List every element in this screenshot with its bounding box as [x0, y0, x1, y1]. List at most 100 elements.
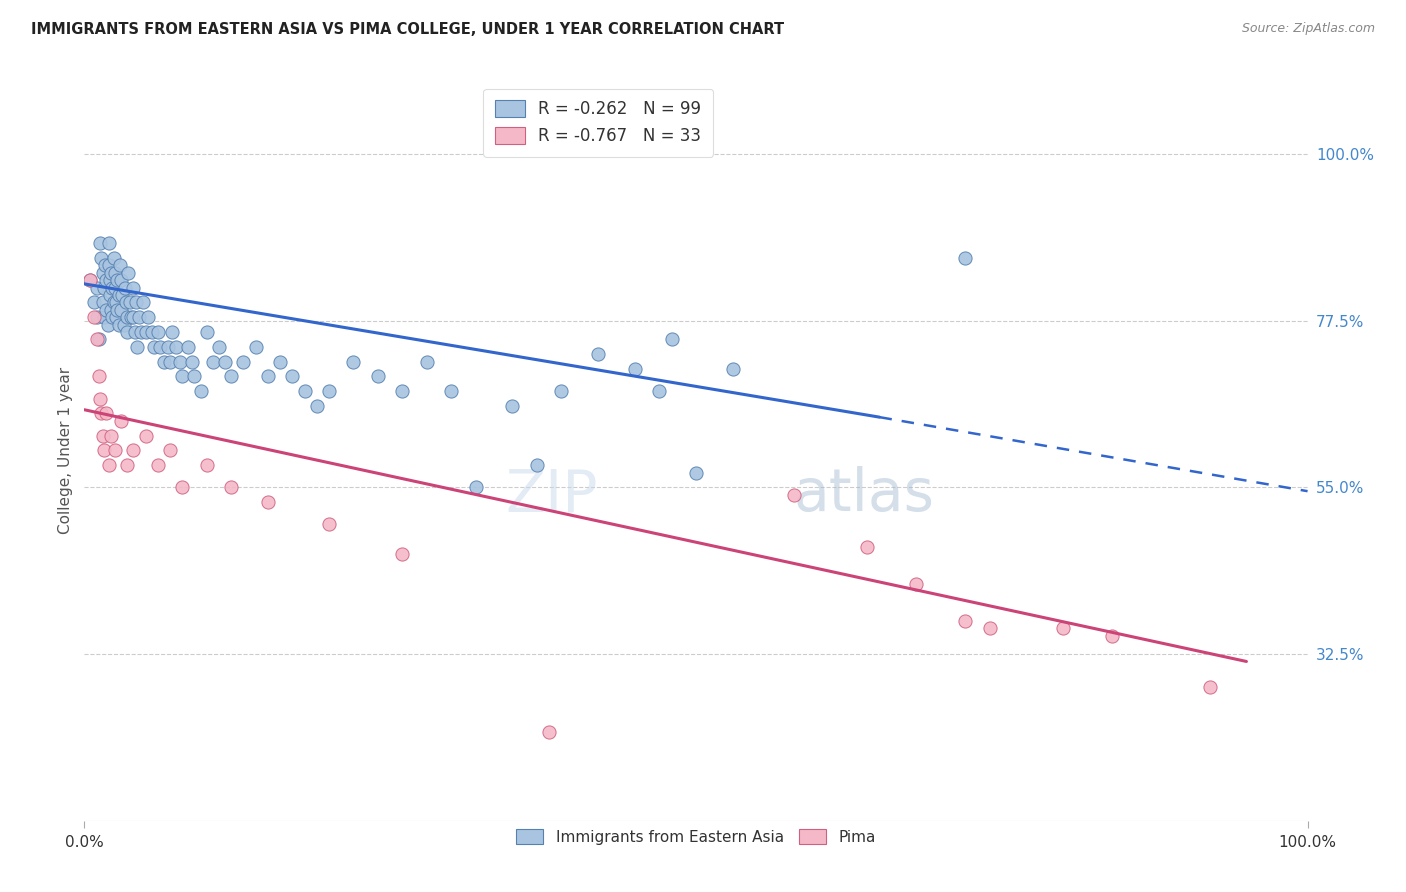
- Point: [165, 340, 187, 354]
- Point: [132, 295, 155, 310]
- Point: [83, 310, 105, 325]
- Point: [146, 325, 169, 339]
- Point: [105, 302, 128, 317]
- Point: [391, 547, 413, 561]
- Point: [105, 295, 128, 310]
- Point: [87, 333, 110, 347]
- Point: [96, 407, 118, 421]
- Point: [979, 621, 1001, 635]
- Point: [110, 302, 132, 317]
- Point: [93, 310, 115, 325]
- Point: [219, 480, 242, 494]
- Point: [195, 325, 218, 339]
- Point: [169, 354, 191, 368]
- Point: [91, 266, 114, 280]
- Point: [107, 318, 129, 332]
- Point: [153, 354, 176, 368]
- Point: [136, 310, 159, 325]
- Point: [661, 333, 683, 347]
- Point: [105, 273, 128, 287]
- Point: [105, 310, 128, 325]
- Point: [208, 340, 231, 354]
- Point: [108, 259, 131, 273]
- Point: [232, 354, 254, 368]
- Point: [269, 354, 291, 368]
- Legend: R = -0.262   N = 99, R = -0.767   N = 33: R = -0.262 N = 99, R = -0.767 N = 33: [484, 88, 713, 157]
- Point: [96, 302, 118, 317]
- Point: [367, 369, 389, 384]
- Point: [97, 318, 120, 332]
- Point: [115, 310, 138, 325]
- Point: [94, 259, 117, 273]
- Point: [245, 340, 267, 354]
- Point: [159, 354, 181, 368]
- Point: [93, 280, 115, 294]
- Point: [721, 362, 744, 376]
- Point: [83, 295, 105, 310]
- Point: [122, 280, 145, 294]
- Point: [90, 407, 112, 421]
- Point: [685, 466, 707, 480]
- Point: [112, 318, 135, 332]
- Point: [125, 295, 148, 310]
- Point: [648, 384, 671, 399]
- Point: [783, 488, 806, 502]
- Point: [905, 576, 928, 591]
- Point: [122, 443, 145, 458]
- Text: ZIP: ZIP: [506, 467, 598, 524]
- Point: [149, 340, 172, 354]
- Point: [89, 236, 111, 251]
- Point: [115, 458, 138, 473]
- Point: [91, 428, 114, 442]
- Point: [1198, 681, 1220, 695]
- Point: [172, 369, 194, 384]
- Point: [538, 724, 561, 739]
- Point: [146, 458, 169, 473]
- Point: [257, 369, 280, 384]
- Point: [100, 428, 122, 442]
- Point: [181, 354, 204, 368]
- Point: [118, 295, 141, 310]
- Point: [342, 354, 364, 368]
- Point: [305, 399, 328, 413]
- Point: [104, 280, 127, 294]
- Point: [115, 295, 138, 310]
- Point: [115, 325, 138, 339]
- Point: [86, 333, 108, 347]
- Point: [526, 458, 548, 473]
- Y-axis label: College, Under 1 year: College, Under 1 year: [58, 367, 73, 534]
- Point: [91, 295, 114, 310]
- Point: [97, 458, 120, 473]
- Point: [114, 280, 136, 294]
- Point: [100, 302, 122, 317]
- Point: [101, 310, 124, 325]
- Point: [1052, 621, 1074, 635]
- Point: [1101, 629, 1123, 643]
- Point: [156, 340, 179, 354]
- Point: [464, 480, 486, 494]
- Point: [177, 340, 200, 354]
- Text: IMMIGRANTS FROM EASTERN ASIA VS PIMA COLLEGE, UNDER 1 YEAR CORRELATION CHART: IMMIGRANTS FROM EASTERN ASIA VS PIMA COL…: [31, 22, 785, 37]
- Point: [214, 354, 236, 368]
- Point: [98, 273, 121, 287]
- Point: [143, 340, 166, 354]
- Point: [111, 288, 134, 302]
- Point: [172, 480, 194, 494]
- Point: [125, 340, 148, 354]
- Point: [79, 273, 101, 287]
- Point: [257, 495, 280, 509]
- Point: [141, 325, 163, 339]
- Point: [110, 414, 132, 428]
- Point: [318, 517, 340, 532]
- Point: [856, 540, 879, 554]
- Point: [318, 384, 340, 399]
- Point: [79, 273, 101, 287]
- Point: [100, 266, 122, 280]
- Point: [201, 354, 224, 368]
- Point: [391, 384, 413, 399]
- Text: Source: ZipAtlas.com: Source: ZipAtlas.com: [1241, 22, 1375, 36]
- Point: [159, 443, 181, 458]
- Point: [294, 384, 316, 399]
- Point: [128, 310, 150, 325]
- Point: [120, 310, 142, 325]
